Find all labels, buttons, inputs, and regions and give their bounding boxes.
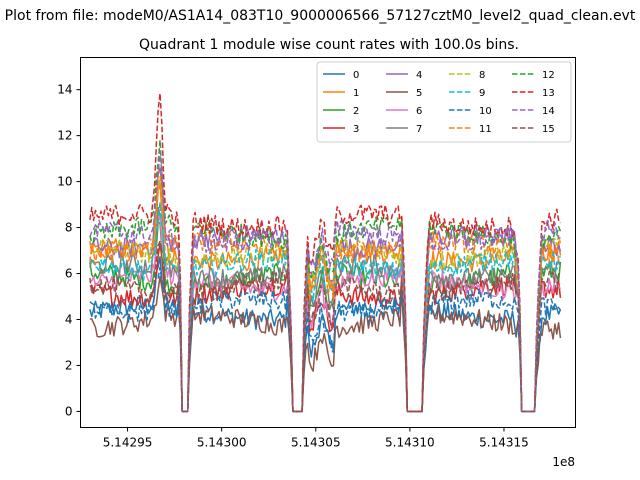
y-tick-label: 10 bbox=[57, 175, 72, 189]
series-line-8 bbox=[89, 178, 562, 413]
y-axis: 0 2 4 6 8 10 12 14 bbox=[57, 83, 81, 418]
legend-label-5: 5 bbox=[416, 88, 422, 99]
y-tick-label: 6 bbox=[65, 267, 73, 281]
series-layer bbox=[89, 92, 562, 413]
legend-label-15: 15 bbox=[542, 124, 555, 135]
x-axis: 5.14295 5.14300 5.14305 5.14310 5.14315 bbox=[103, 427, 529, 450]
legend-label-7: 7 bbox=[416, 124, 422, 135]
legend-label-12: 12 bbox=[542, 70, 555, 81]
y-tick-label: 8 bbox=[65, 221, 73, 235]
legend-label-10: 10 bbox=[479, 106, 492, 117]
x-tick-label: 5.14315 bbox=[479, 436, 529, 450]
y-tick-label: 12 bbox=[57, 129, 72, 143]
legend-label-9: 9 bbox=[479, 88, 485, 99]
legend-label-1: 1 bbox=[353, 88, 359, 99]
series-line-6 bbox=[89, 212, 562, 413]
y-tick-label: 2 bbox=[65, 358, 73, 372]
legend-label-0: 0 bbox=[353, 70, 359, 81]
x-tick-label: 5.14305 bbox=[291, 436, 341, 450]
series-line-15 bbox=[89, 240, 561, 413]
x-offset-label: 1e8 bbox=[552, 455, 575, 469]
x-tick-label: 5.14310 bbox=[385, 436, 435, 450]
y-tick-label: 4 bbox=[65, 312, 73, 326]
legend-label-2: 2 bbox=[353, 106, 359, 117]
legend-label-4: 4 bbox=[416, 70, 422, 81]
legend-label-3: 3 bbox=[353, 124, 359, 135]
series-line-10 bbox=[89, 266, 562, 413]
chart-title: Quadrant 1 module wise count rates with … bbox=[139, 37, 519, 53]
axes-frame bbox=[80, 57, 576, 428]
legend-label-8: 8 bbox=[479, 70, 485, 81]
x-tick-label: 5.14295 bbox=[103, 436, 153, 450]
series-line-14 bbox=[89, 150, 561, 413]
legend-label-14: 14 bbox=[542, 106, 555, 117]
y-tick-label: 14 bbox=[57, 83, 72, 97]
y-tick-label: 0 bbox=[65, 404, 73, 418]
x-tick-label: 5.14300 bbox=[197, 436, 247, 450]
series-line-13 bbox=[89, 92, 562, 413]
legend-label-11: 11 bbox=[479, 124, 492, 135]
legend-label-13: 13 bbox=[542, 88, 555, 99]
legend-label-6: 6 bbox=[416, 106, 422, 117]
series-line-9 bbox=[89, 202, 562, 413]
figure-suptitle: Plot from file: modeM0/AS1A14_083T10_900… bbox=[4, 8, 636, 24]
legend-frame bbox=[316, 61, 572, 143]
